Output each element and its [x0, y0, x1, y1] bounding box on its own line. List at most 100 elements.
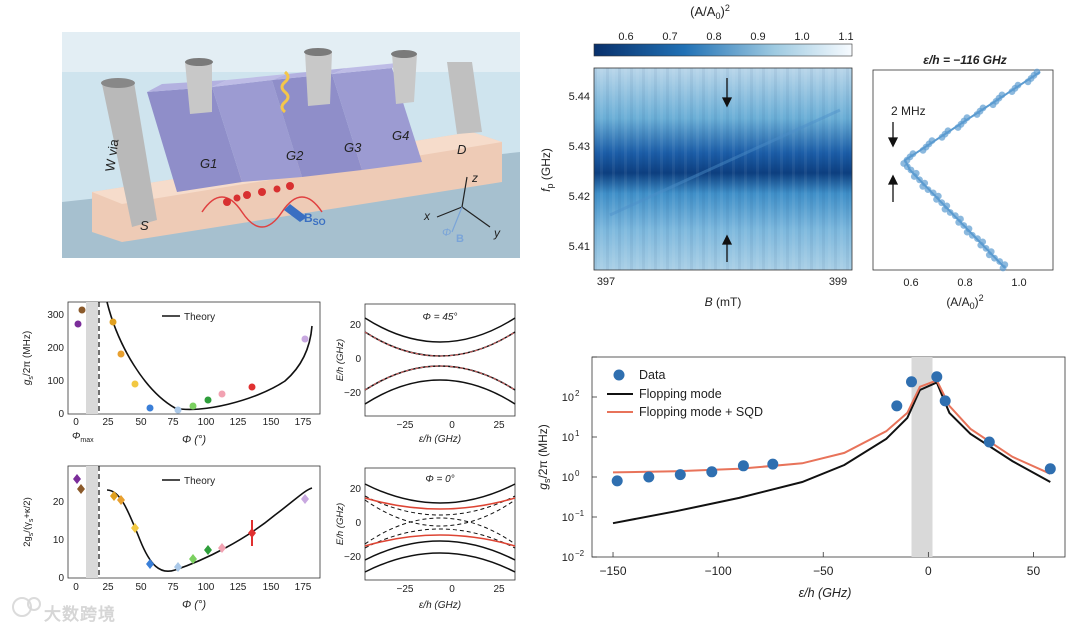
heatmap-column — [672, 68, 675, 270]
y-tick-label: 10 — [562, 392, 574, 404]
label-g4: G4 — [392, 128, 409, 143]
y-tick-exp: −2 — [575, 549, 585, 558]
phi-bottom-xtick: 50 — [135, 582, 147, 593]
phi-top-xtick: 75 — [167, 417, 179, 428]
coordinate-axes — [436, 176, 491, 233]
energy-top-panel: Φ = 45° 20 0 −20 −25 0 25 ε/h (GHz) E/h … — [335, 303, 516, 445]
watermark-text: 大数跨境 — [44, 605, 116, 625]
lineplot-point — [968, 231, 976, 239]
heatmap-column — [636, 68, 639, 270]
data-point — [983, 436, 995, 448]
y-tick-exp: 0 — [575, 469, 580, 478]
heatmap-column — [780, 68, 783, 270]
gate-g2 — [212, 74, 302, 182]
heatmap-column — [666, 68, 669, 270]
lineplot-xtick: 0.6 — [903, 277, 918, 289]
energy-top-curves — [364, 317, 516, 405]
phi-top-xtick: 150 — [263, 417, 280, 428]
heatmap-column — [834, 68, 837, 270]
data-point — [931, 371, 943, 383]
lineplot-point — [991, 254, 998, 262]
y-tick-label: 10 — [562, 552, 574, 564]
lineplot-point — [941, 205, 949, 213]
label-s: S — [140, 218, 149, 233]
phi-top-xtick: 175 — [295, 417, 312, 428]
flopping-mode-line — [612, 381, 1051, 525]
heatmap-column — [708, 68, 711, 270]
heatmap-column — [828, 68, 831, 270]
y-tick-label: 10 — [562, 432, 574, 444]
main-ylabel: gs/2π (MHz) — [536, 424, 552, 489]
heatmap-column — [720, 68, 723, 270]
lineplot-xtick: 0.8 — [957, 277, 972, 289]
main-gray-band — [911, 357, 933, 557]
y-tick-label: 10 — [562, 472, 574, 484]
y-tick-exp: −1 — [575, 509, 585, 518]
colorbar — [593, 43, 853, 57]
energy-bottom-title: Φ = 0° — [425, 474, 454, 485]
heatmap-column — [840, 68, 843, 270]
phi-top-ytick: 100 — [47, 376, 64, 387]
watermark-logo — [12, 597, 41, 617]
colorbar-title: (A/A0)2 — [690, 3, 730, 21]
lineplot-point — [938, 199, 946, 207]
cbar-tick: 0.7 — [662, 31, 677, 43]
heatmap-column — [654, 68, 657, 270]
lineplot-xtick: 1.0 — [1011, 277, 1026, 289]
arrow-up — [721, 234, 733, 262]
w-via — [102, 82, 157, 227]
lineplot-point — [963, 228, 971, 236]
legend-data-marker — [613, 369, 625, 381]
heatmap-ytick: 5.44 — [569, 91, 590, 103]
phi-top-ytick: 300 — [47, 310, 64, 321]
phimax-band — [86, 302, 98, 414]
phi-bottom-ytick: 20 — [53, 497, 65, 508]
heatmap-column — [594, 68, 597, 270]
heatmap-column — [642, 68, 645, 270]
heatmap-column — [690, 68, 693, 270]
quantum-dots — [223, 182, 294, 206]
cbar-tick: 1.0 — [794, 31, 809, 43]
lineplot-point — [916, 176, 923, 184]
heatmap-column — [606, 68, 609, 270]
data-point — [643, 471, 655, 483]
cbar-tick: 0.8 — [706, 31, 721, 43]
lineplot-points — [900, 68, 1041, 272]
lineplot-point — [989, 101, 997, 109]
phi-top-ylabel: gs/2π (MHz) — [22, 331, 35, 385]
heatmap-ylabel: fp (GHz) — [539, 148, 555, 192]
heatmap-column — [732, 68, 735, 270]
phi-bottom-points — [73, 474, 309, 572]
theory-curve-top — [106, 301, 313, 411]
main-legend: Data Flopping mode Flopping mode + SQD — [607, 368, 763, 419]
energy-bottom-panel: Φ = 0° 20 0 −20 −25 0 25 ε/h (GHz) E/h (… — [335, 467, 516, 611]
phimax-label: Φmax — [72, 431, 94, 444]
data-point — [939, 395, 951, 407]
y-tick-label: 10 — [562, 512, 574, 524]
label-bso: BSO — [304, 211, 326, 227]
cbar-tick: 0.6 — [618, 31, 633, 43]
energy-top-ytick: −20 — [344, 388, 361, 399]
heatmap-column — [684, 68, 687, 270]
svg-text:z: z — [471, 171, 478, 185]
lineplot-point — [1008, 88, 1016, 95]
heatmap-column — [738, 68, 741, 270]
heatmap-image — [594, 68, 852, 270]
heatmap-xlabel: B (mT) — [705, 295, 742, 309]
y-tick-exp: 2 — [575, 389, 580, 398]
lineplot-point — [973, 111, 981, 118]
phi-top-points — [74, 306, 309, 414]
x-tick-label: −100 — [705, 564, 732, 578]
label-d: D — [457, 142, 466, 157]
heatmap-column — [762, 68, 765, 270]
cbar-tick: 1.1 — [838, 31, 853, 43]
energy-top-xtick: 0 — [449, 420, 455, 431]
lineplot-point — [910, 173, 918, 180]
phi-top-xtick: 125 — [230, 417, 247, 428]
lineplot-point — [951, 212, 959, 220]
data-point — [706, 466, 718, 478]
heatmap-column — [816, 68, 819, 270]
heatmap-column — [750, 68, 753, 270]
heatmap-column — [660, 68, 663, 270]
